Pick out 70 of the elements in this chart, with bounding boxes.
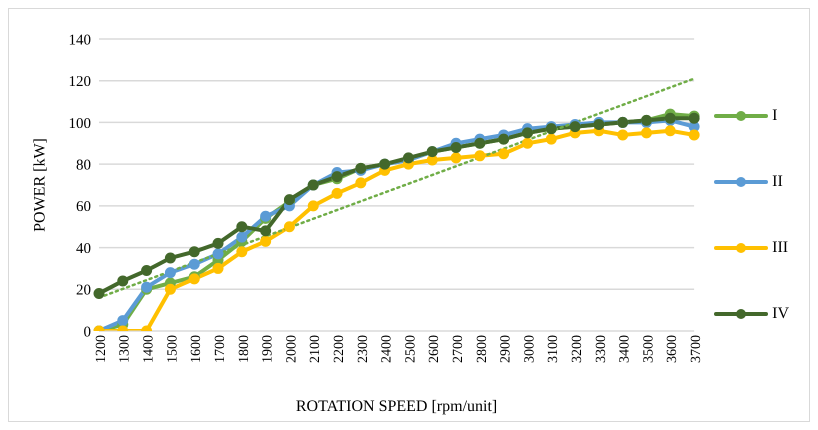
point — [141, 265, 152, 276]
x-tick-label: 2300 — [356, 335, 371, 363]
x-tick-label: 2800 — [474, 335, 490, 363]
point — [212, 248, 224, 260]
y-tick-label: 80 — [76, 157, 91, 174]
x-axis-title: ROTATION SPEED [rpm/unit] — [296, 398, 498, 415]
point — [236, 221, 248, 232]
y-tick-label: 40 — [76, 240, 91, 257]
x-tick-label: 2900 — [498, 335, 514, 363]
point — [117, 275, 128, 286]
x-tick-label: 3000 — [522, 335, 538, 363]
legend-label: II — [772, 173, 783, 191]
point — [117, 315, 128, 326]
point — [332, 188, 343, 199]
point — [450, 152, 462, 164]
x-tick-label: 1900 — [260, 335, 276, 363]
y-axis-title: POWER [kW] — [32, 138, 49, 232]
y-tick-label: 120 — [68, 74, 91, 90]
x-tick-label: 1600 — [189, 335, 204, 363]
x-tick-label: 3200 — [570, 335, 586, 363]
x-tick-label: 2500 — [403, 335, 418, 363]
point — [546, 134, 557, 145]
point — [164, 267, 176, 278]
point — [212, 262, 224, 274]
y-tick-label: 0 — [84, 324, 91, 340]
x-tick-label: 1700 — [212, 335, 228, 363]
x-tick-label: 3300 — [594, 335, 609, 363]
point — [308, 200, 319, 212]
point — [474, 150, 486, 162]
x-tick-label: 2400 — [380, 335, 395, 363]
x-tick-label: 2000 — [284, 335, 300, 363]
y-tick-label: 100 — [68, 116, 91, 132]
x-tick-label: 2600 — [427, 335, 442, 363]
point — [164, 284, 176, 295]
point — [164, 252, 176, 264]
x-tick-label: 3600 — [665, 335, 680, 363]
x-tick-label: 3100 — [546, 335, 562, 363]
point — [617, 129, 628, 140]
x-tick-label: 1400 — [142, 335, 157, 363]
point — [522, 138, 533, 149]
y-tick-label: 60 — [76, 199, 91, 216]
point — [188, 258, 200, 270]
y-tick-label: 20 — [76, 282, 91, 299]
point — [641, 127, 652, 138]
point — [284, 221, 295, 232]
point — [260, 236, 272, 247]
legend-label: I — [772, 107, 778, 125]
point — [688, 129, 700, 140]
point — [498, 148, 510, 160]
x-tick-label: 1200 — [94, 335, 109, 363]
x-tick-label: 2100 — [308, 335, 324, 363]
x-tick-label: 3400 — [618, 335, 633, 363]
point — [94, 288, 104, 299]
point — [212, 238, 224, 249]
x-tick-label: 1800 — [236, 335, 252, 363]
point — [236, 246, 248, 258]
y-tick-label: 140 — [68, 32, 91, 48]
legend-label: III — [772, 239, 788, 257]
x-tick-label: 3700 — [689, 335, 704, 363]
point — [355, 177, 366, 188]
point — [664, 125, 676, 136]
x-tick-label: 2200 — [332, 335, 347, 363]
x-tick-label: 2700 — [451, 335, 466, 363]
point — [260, 225, 272, 236]
point — [236, 232, 248, 243]
x-tick-label: 1500 — [165, 335, 180, 363]
point — [188, 246, 200, 258]
legend-label: IV — [772, 305, 789, 323]
x-tick-label: 3500 — [641, 335, 656, 363]
x-tick-label: 1300 — [118, 335, 133, 363]
